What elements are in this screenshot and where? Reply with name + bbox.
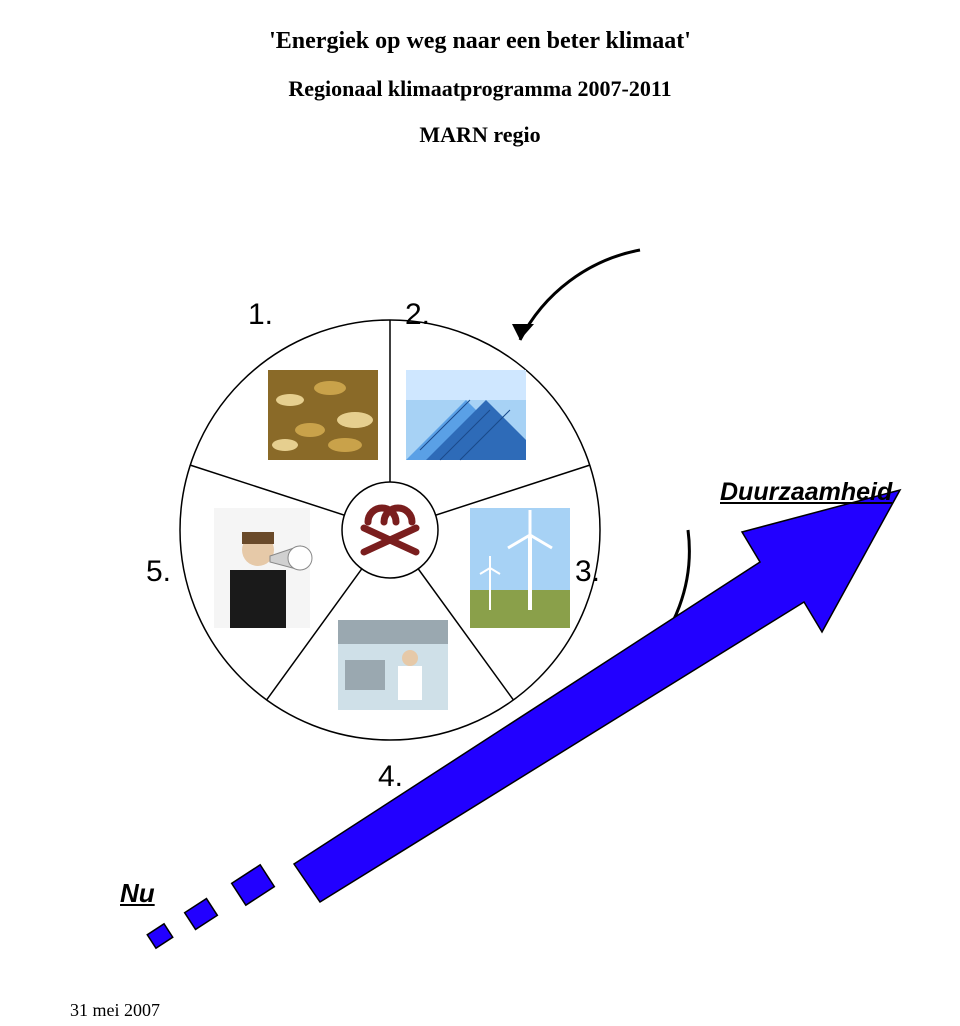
wheel-diagram <box>170 310 610 750</box>
footer-date: 31 mei 2007 <box>70 1000 160 1021</box>
mid-arc-arrow <box>608 520 708 690</box>
segment-number-1: 1. <box>248 298 273 332</box>
label-nu: Nu <box>120 878 155 909</box>
page-title: 'Energiek op weg naar een beter klimaat' <box>0 28 960 55</box>
page-subtitle-1: Regionaal klimaatprogramma 2007-2011 <box>0 76 960 102</box>
page-subtitle-2: MARN regio <box>0 122 960 148</box>
segment-number-4: 4. <box>378 760 403 794</box>
segment-number-3: 3. <box>575 555 600 589</box>
segment-number-5: 5. <box>146 555 171 589</box>
label-duurzaamheid: Duurzaamheid <box>720 478 892 507</box>
segment-number-2: 2. <box>405 298 430 332</box>
